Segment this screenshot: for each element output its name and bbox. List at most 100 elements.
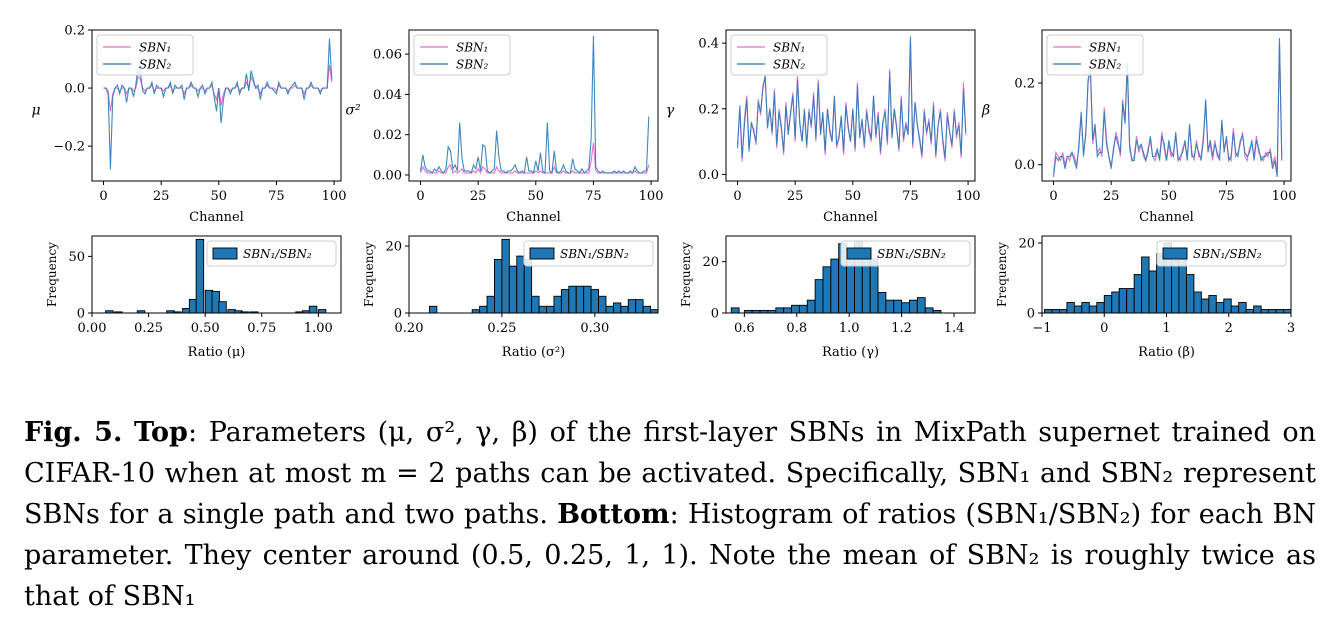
legend-box [206,240,337,267]
x-tick-label: 50 [1161,189,1178,204]
legend-box [1156,240,1287,267]
hist-bar [650,309,658,313]
hist-bar [1215,302,1225,313]
hist-panel-2: 0.20 0.25 0.30 0 20 Ratio (σ²) Frequency SBN₁/S… [362,235,659,360]
caption-bottom-text: : Histogram of ratios (SBN₁/SBN₂) for ea… [24,499,1316,612]
x-tick-label: 100 [956,189,981,204]
legend-label-sbn1: SBN₁ [773,41,805,55]
hist-bar [516,255,525,313]
line-panel-3: 0 25 50 75 100 0.0 0.2 0.4 Channel γ SBN₁ SBN₂ [666,29,981,225]
axes-frame [1041,29,1292,182]
hist-bar [1171,260,1180,313]
hist-bar [635,299,644,313]
figure-caption: Fig. 5. Top: Parameters (μ, σ², γ, β) of… [24,412,1316,617]
plot-area [736,36,967,162]
legend-label: SBN₁/SBN₂ [243,247,312,261]
x-tick-label: 75 [268,189,285,204]
y-tick-label: 20 [385,240,402,255]
y-axis-label: γ [666,103,675,119]
hist-bar [501,238,510,313]
y-tick-label: 0.0 [698,168,719,183]
legend-swatch [212,247,238,260]
x-tick-label: 75 [585,189,602,204]
y-tick-label: 0 [711,307,719,322]
hist-bar [1230,305,1240,313]
x-tick-label: 50 [211,189,228,204]
hist-panel-1: 0.00 0.25 0.50 0.75 1.00 0 50 Ratio (μ) Frequenc… [45,235,342,360]
hist-bar [1245,309,1255,313]
x-tick-label: 1.2 [891,321,912,336]
series-line-sbn2 [103,38,333,170]
hist-bar [568,285,577,313]
x-tick-label: 0.6 [734,321,755,336]
hist-bar [605,305,614,313]
hist-bar [1044,309,1053,313]
plot-area [103,38,333,170]
hist-bar [1066,302,1075,313]
series-line-sbn2 [1052,38,1283,177]
hist-bar [916,297,926,313]
hist-bar [1268,309,1277,313]
x-axis-label: Channel [823,210,878,225]
hist-bar [494,258,503,313]
line-panel-1: 0 25 50 75 100 0.2 0.0 −0.2 Channel μ SBN₁ SBN₂ [31,24,346,226]
x-axis-label: Ratio (μ) [188,345,246,360]
x-tick-label: 0.25 [487,321,516,336]
hist-bar [553,295,562,313]
axes-frame [91,29,342,182]
hist-bar [877,292,887,313]
hist-bar [612,302,622,313]
x-axis-label: Ratio (γ) [822,345,879,360]
y-axis-label: Frequency [362,242,376,307]
legend-label-sbn1: SBN₁ [139,41,171,55]
x-axis-label: Ratio (σ²) [502,345,565,360]
hist-bar [798,304,808,313]
hist-bar [1193,291,1202,313]
x-tick-label: 1.0 [839,321,860,336]
hist-bar [830,258,840,313]
hist-bar [1133,274,1143,313]
hist-bar [627,299,637,313]
hist-bar [428,305,438,313]
y-tick-label: 0.2 [1014,77,1035,92]
x-tick-label: 0 [1049,189,1057,204]
axes-frame [725,29,976,182]
legend-box [730,34,828,76]
y-tick-label: 20 [1018,237,1035,252]
hist-bar [1058,309,1068,313]
x-tick-label: 100 [322,189,347,204]
legend-label-sbn1: SBN₁ [456,41,488,55]
x-tick-label: 0 [733,189,741,204]
hist-bar [560,289,570,313]
line-panel-4: 0 25 50 75 100 0.0 0.2 Channel β SBN₁ SBN₂ [981,29,1296,225]
x-tick-label: 25 [787,189,804,204]
x-axis-label: Channel [1139,210,1194,225]
hist-bar [575,285,585,313]
hist-bar [1081,302,1090,313]
hist-bar [1223,298,1232,313]
caption-top-label: Top [134,417,188,448]
x-tick-label: 1 [1162,321,1170,336]
y-tick-label: 0.4 [698,37,719,52]
legend-swatch [846,247,872,260]
hist-bar [598,295,607,313]
x-tick-label: 25 [153,189,170,204]
hist-bar [471,309,481,313]
hist-bar [901,302,910,313]
x-tick-label: 0 [416,189,424,204]
x-tick-label: 0.75 [247,321,276,336]
y-axis-label: μ [31,103,40,119]
hist-bar [1283,309,1291,313]
hist-bar [308,305,318,313]
x-tick-label: 75 [902,189,919,204]
legend-label-sbn2: SBN₂ [1089,58,1122,72]
axes-frame [408,235,659,314]
x-tick-label: 3 [1287,321,1295,336]
hist-bar [1200,298,1210,313]
x-tick-label: 0 [1100,321,1108,336]
hist-bar [531,295,540,313]
hist-bar [195,238,205,313]
caption-figure-label: Fig. 5. [24,417,123,448]
hist-bar [218,301,227,313]
